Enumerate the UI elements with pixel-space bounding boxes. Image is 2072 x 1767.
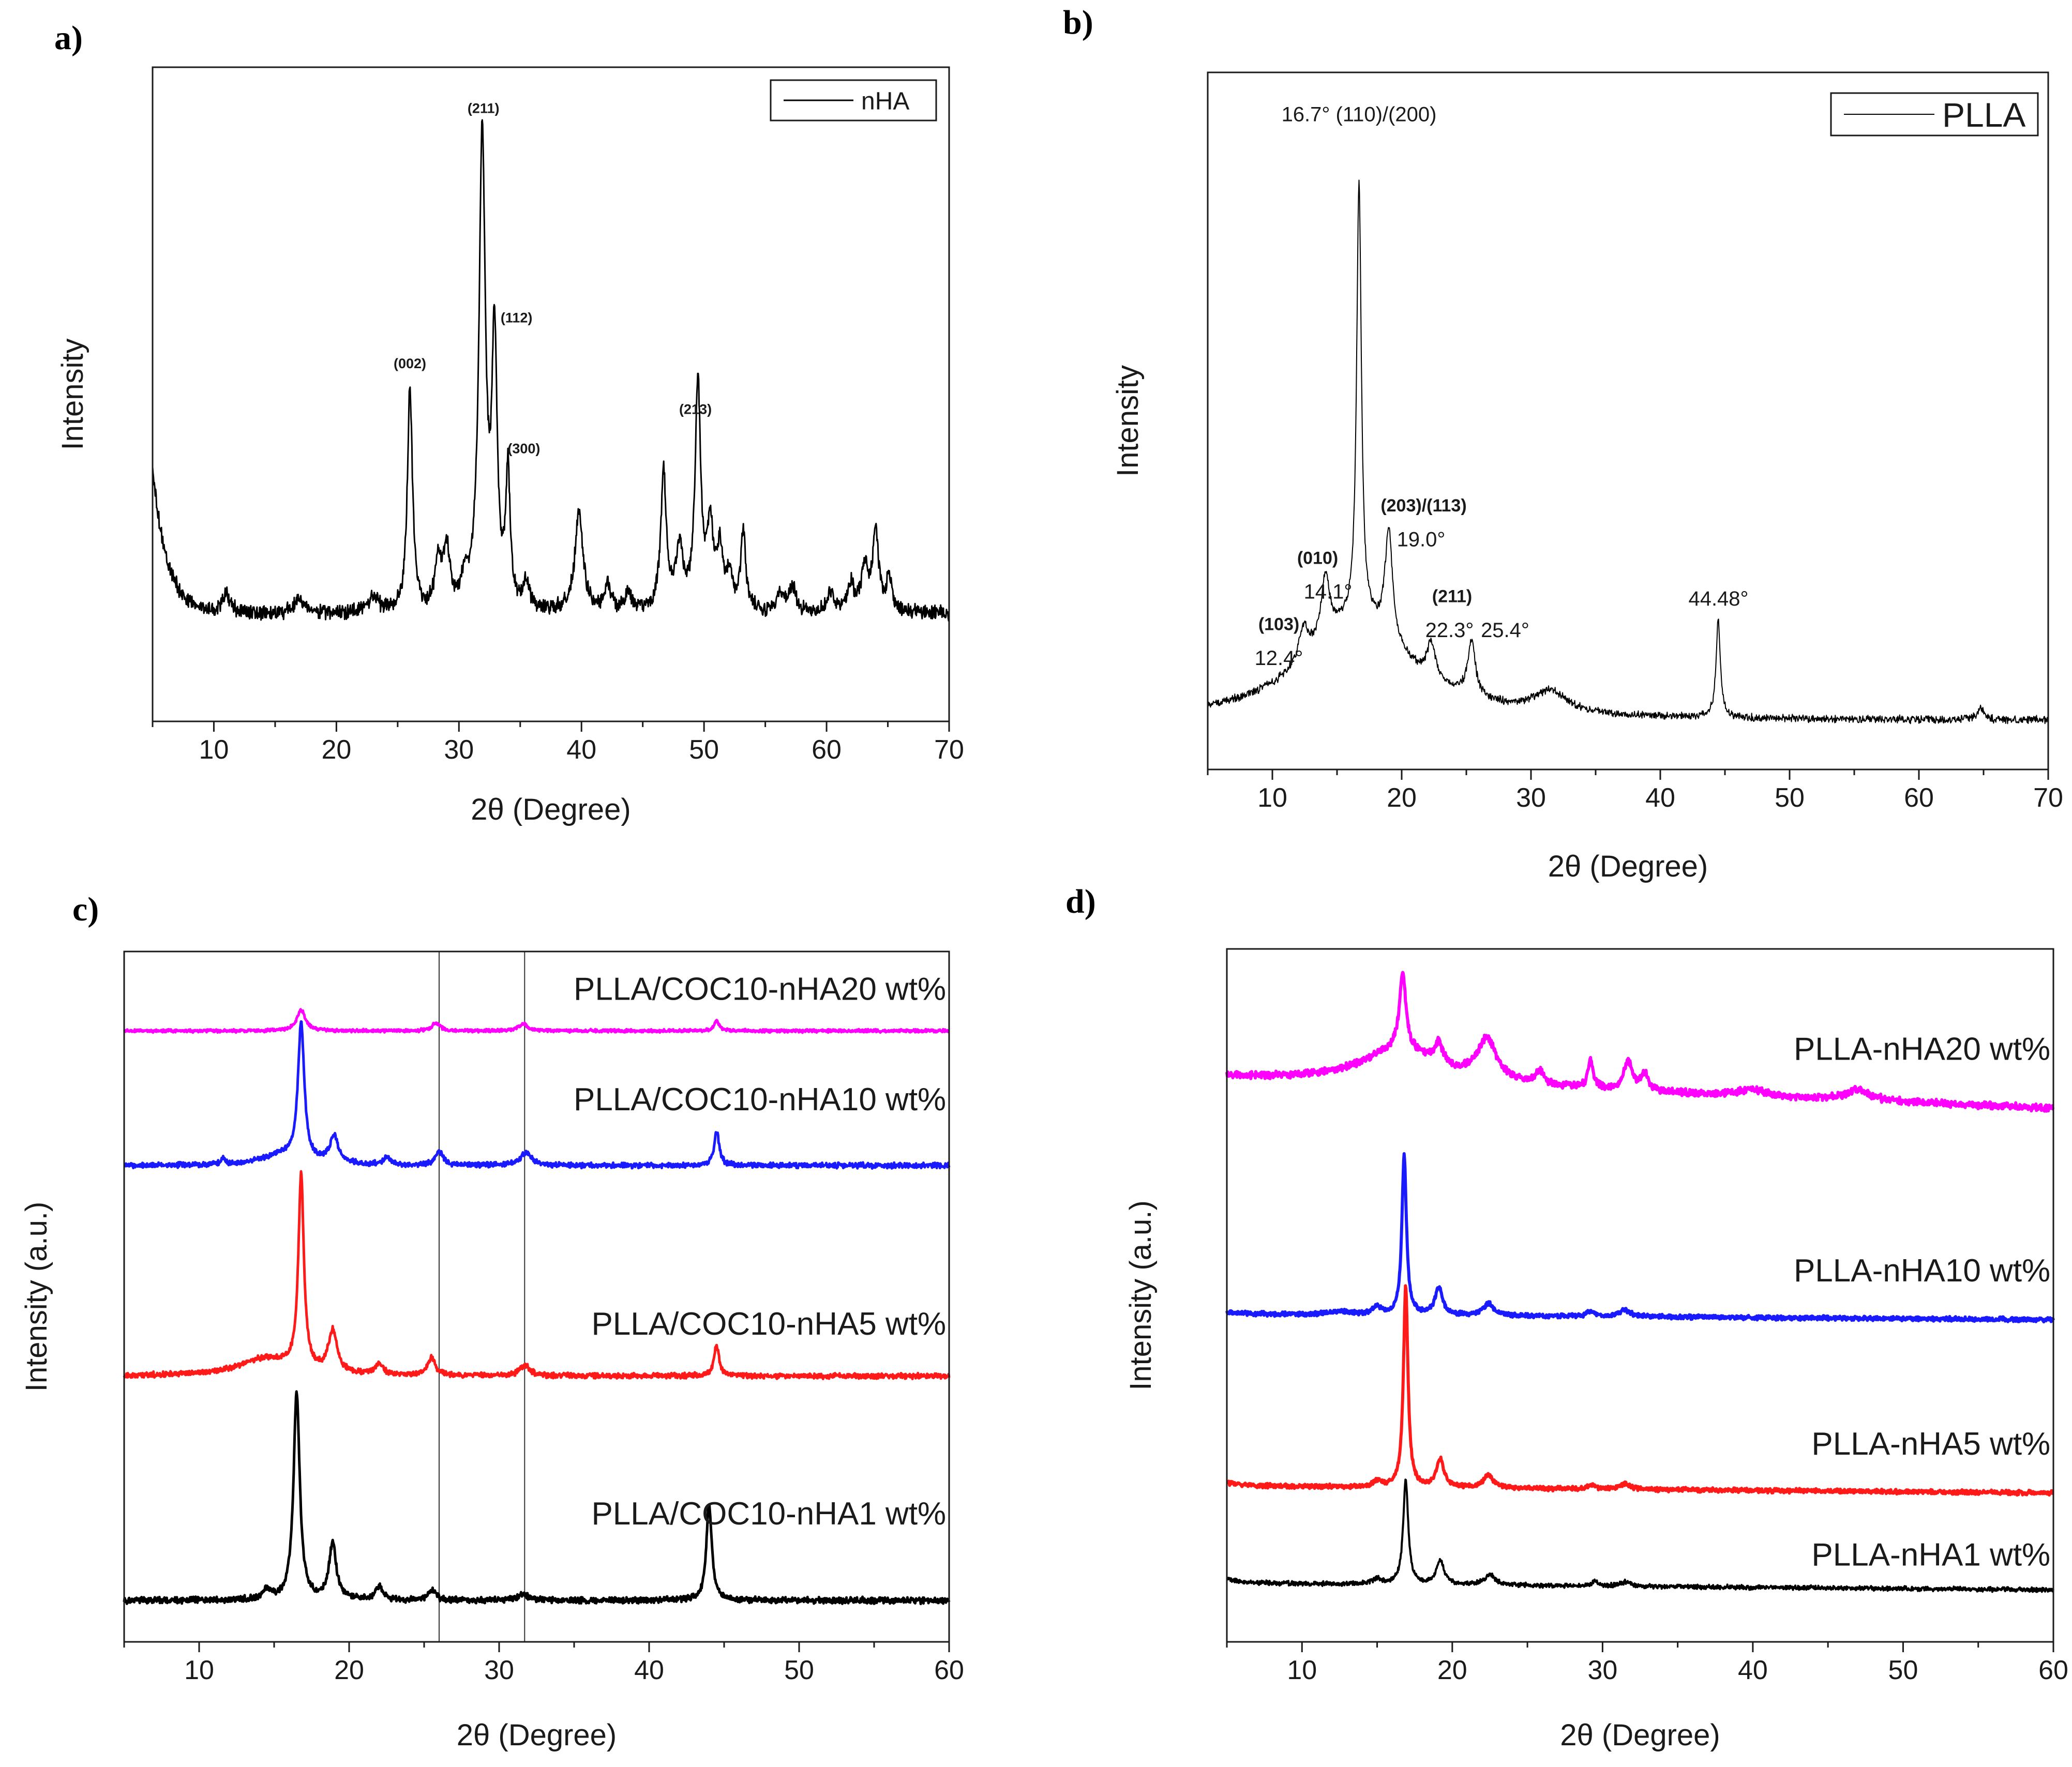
series-label: PLLA/COC10-nHA20 wt%	[574, 971, 946, 1007]
peak-angle-label: 25.4°	[1481, 619, 1529, 642]
x-tick-label: 20	[334, 1655, 364, 1685]
panel-d-label: d)	[1065, 883, 1096, 920]
x-tick-label: 30	[444, 735, 474, 765]
series-line-plla-nha20-wt-	[1225, 971, 2055, 1113]
legend-entry: PLLA	[1942, 96, 2025, 134]
panel-d-plla-nha-chart: 10 20 30 40 50 60 2θ (Degree) Intensity (a.u.) P…	[1124, 948, 2068, 1752]
plot-frame	[1226, 948, 2054, 1643]
x-axis-title: 2θ (Degree)	[1548, 850, 1708, 883]
x-tick-label: 40	[566, 735, 596, 765]
peak-angle-label: 19.0°	[1397, 528, 1446, 551]
peak-angle-label: 16.7° (110)/(200)	[1282, 103, 1437, 126]
x-tick-label: 50	[1888, 1655, 1918, 1685]
miller-index-label: (010)	[1297, 548, 1338, 568]
series-line-plla-nha1-wt-	[1226, 1478, 2054, 1593]
series-label: PLLA-nHA10 wt%	[1794, 1253, 2050, 1289]
x-tick-label: 10	[199, 735, 229, 765]
panel-a-label: a)	[54, 19, 83, 57]
x-tick-label: 70	[934, 735, 964, 765]
plot-frame	[152, 66, 950, 722]
miller-index-label: (213)	[679, 401, 712, 417]
miller-index-label: (002)	[394, 356, 426, 371]
series-line-plla-coc10-nha20-wt-	[123, 1008, 950, 1034]
series-label: PLLA/COC10-nHA1 wt%	[591, 1496, 946, 1532]
y-axis-title: Intensity	[56, 339, 89, 450]
series-line-plla-coc10-nha1-wt-	[123, 1390, 951, 1606]
miller-index-label: (300)	[507, 441, 540, 456]
x-tick-label: 10	[184, 1655, 214, 1685]
x-tick-label: 20	[1387, 783, 1417, 813]
panel-c-coc-composite-chart: 10 20 30 40 50 60 2θ (Degree) Intensity (a.u.) P…	[20, 950, 964, 1752]
x-tick-label: 10	[1257, 783, 1287, 813]
miller-index-label: (211)	[1432, 586, 1473, 606]
miller-index-label: (103)	[1258, 614, 1299, 634]
series-line-plla	[1207, 179, 2049, 724]
series-label: PLLA-nHA20 wt%	[1794, 1031, 2050, 1067]
x-tick-label: 60	[1904, 783, 1934, 813]
peak-angle-label: 12.4°	[1255, 647, 1303, 670]
legend: PLLA	[1830, 92, 2039, 137]
series-label: PLLA-nHA1 wt%	[1811, 1537, 2050, 1573]
series-line-plla-nha10-wt-	[1225, 1152, 2055, 1324]
plot-frame	[1207, 71, 2049, 771]
x-tick-label: 50	[689, 735, 719, 765]
peak-angle-label: 22.3°	[1425, 619, 1474, 642]
series-line-plla-coc10-nha10-wt-	[123, 1020, 951, 1170]
x-tick-label: 60	[812, 735, 842, 765]
y-axis-title: Intensity (a.u.)	[1124, 1200, 1158, 1390]
peak-angle-label: 14.1°	[1304, 581, 1353, 603]
x-tick-label: 10	[1287, 1655, 1317, 1685]
x-tick-label: 40	[1738, 1655, 1768, 1685]
panel-b-plla-chart: 10 20 30 40 50 60 70 2θ (Degree) Intensity PLLA 16…	[1111, 71, 2063, 883]
y-axis-title: Intensity (a.u.)	[20, 1202, 53, 1392]
x-tick-label: 40	[634, 1655, 664, 1685]
x-tick-label: 30	[484, 1655, 514, 1685]
x-axis-title: 2θ (Degree)	[471, 793, 630, 826]
series-line-plla-coc10-nha5-wt-	[123, 1170, 951, 1380]
x-tick-label: 50	[784, 1655, 814, 1685]
series-line-plla-nha5-wt-	[1225, 1284, 2055, 1497]
miller-index-label: (211)	[468, 101, 500, 116]
legend-entry: nHA	[861, 87, 909, 115]
legend: nHA	[770, 79, 937, 122]
x-axis-title: 2θ (Degree)	[1560, 1718, 1720, 1752]
panel-b-label: b)	[1063, 4, 1093, 41]
series-label: PLLA/COC10-nHA10 wt%	[574, 1082, 946, 1117]
x-tick-label: 20	[321, 735, 351, 765]
series-label: PLLA-nHA5 wt%	[1811, 1426, 2050, 1462]
panel-c-label: c)	[72, 890, 99, 928]
series-line-nha	[152, 119, 950, 622]
x-tick-label: 70	[2033, 783, 2063, 813]
x-tick-label: 60	[2038, 1655, 2068, 1685]
peak-angle-label: 44.48°	[1688, 587, 1748, 610]
x-tick-label: 60	[934, 1655, 964, 1685]
x-tick-label: 50	[1775, 783, 1805, 813]
x-tick-label: 40	[1645, 783, 1675, 813]
plot-frame	[123, 950, 950, 1643]
miller-index-label: (203)/(113)	[1380, 496, 1466, 516]
miller-index-label: (112)	[501, 310, 533, 325]
x-tick-label: 30	[1587, 1655, 1617, 1685]
y-axis-title: Intensity	[1111, 365, 1145, 477]
x-axis-title: 2θ (Degree)	[457, 1718, 617, 1752]
panel-a-nha-chart: 10 20 30 40 50 60 70 2θ (Degree) Intensity nHA (00…	[56, 66, 964, 826]
x-tick-label: 30	[1516, 783, 1546, 813]
x-tick-label: 20	[1437, 1655, 1467, 1685]
series-label: PLLA/COC10-nHA5 wt%	[591, 1306, 946, 1342]
